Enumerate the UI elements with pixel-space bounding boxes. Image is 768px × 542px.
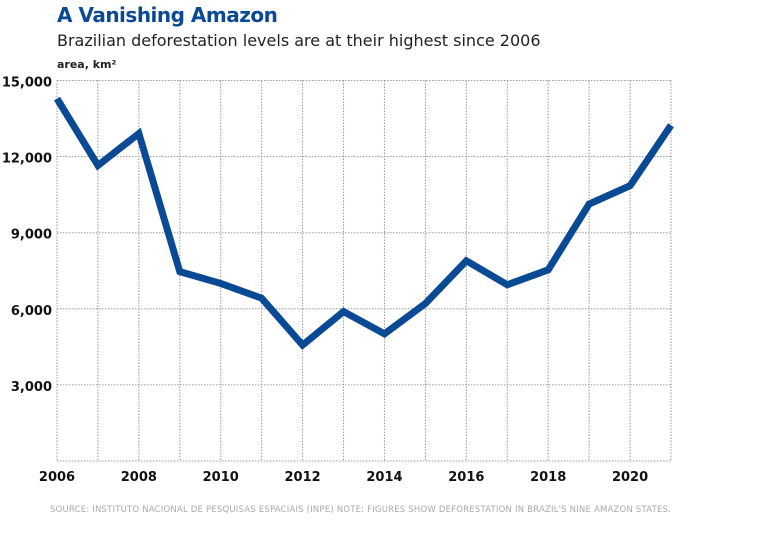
x-tick-label: 2020 [612, 470, 648, 485]
y-tick-label: 9,000 [11, 228, 52, 243]
y-tick-label: 3,000 [11, 380, 52, 395]
x-tick-label: 2018 [530, 470, 566, 485]
data-line [54, 96, 674, 350]
y-axis-label: area, km² [57, 58, 117, 71]
x-tick-label: 2016 [448, 470, 484, 485]
chart-subtitle: Brazilian deforestation levels are at th… [57, 31, 541, 50]
x-tick-label: 2006 [39, 470, 75, 485]
source-note: SOURCE: INSTITUTO NACIONAL DE PESQUISAS … [50, 505, 672, 515]
y-tick-label: 15,000 [2, 76, 52, 91]
chart-title: A Vanishing Amazon [57, 3, 278, 27]
x-tick-label: 2014 [366, 470, 402, 485]
x-tick-label: 2008 [121, 470, 157, 485]
x-tick-label: 2012 [285, 470, 321, 485]
y-tick-label: 12,000 [2, 152, 52, 167]
y-tick-label: 6,000 [11, 304, 52, 319]
x-tick-label: 2010 [203, 470, 239, 485]
